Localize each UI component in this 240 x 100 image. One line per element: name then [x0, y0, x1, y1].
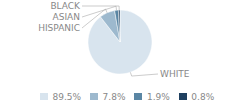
svg-text:ASIAN: ASIAN [53, 12, 80, 22]
svg-text:BLACK: BLACK [50, 1, 81, 11]
svg-text:WHITE: WHITE [160, 69, 190, 79]
svg-text:HISPANIC: HISPANIC [38, 23, 80, 33]
